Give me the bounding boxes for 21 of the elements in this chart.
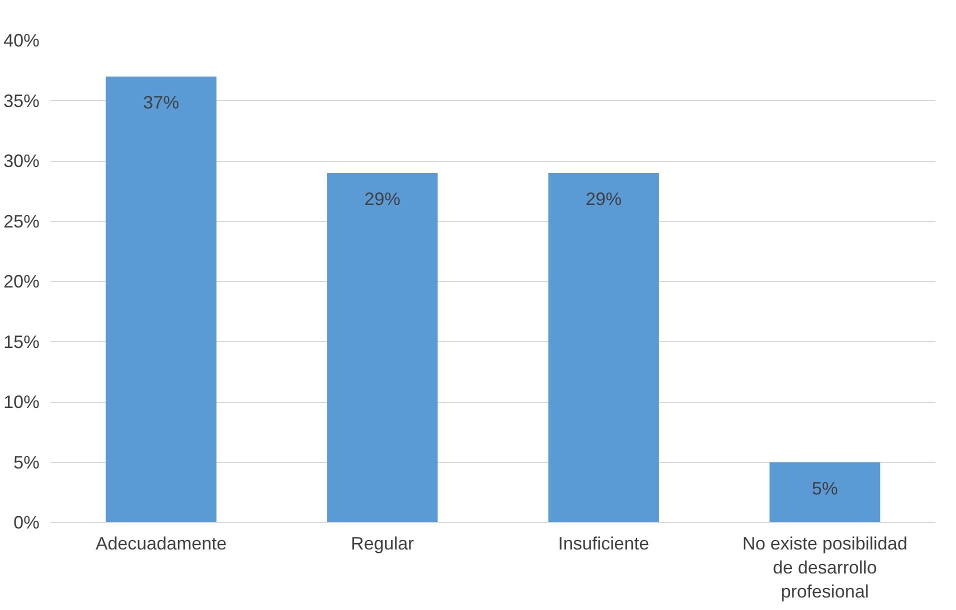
y-tick-label: 10%: [3, 392, 40, 412]
x-tick-label: Regular: [350, 534, 414, 554]
x-tick-label: Adecuadamente: [96, 534, 227, 554]
y-tick-label: 35%: [3, 90, 40, 111]
y-tick-label: 15%: [3, 332, 40, 352]
data-label: 5%: [812, 478, 838, 498]
bar: [548, 173, 659, 522]
y-tick-label: 20%: [3, 272, 40, 292]
data-label: 37%: [143, 92, 180, 113]
y-tick-label: 40%: [3, 30, 40, 50]
x-tick-label: No existe posibilidad de desarrollo profesional: [742, 534, 908, 602]
data-label: 29%: [586, 189, 622, 210]
y-tick-label: 0%: [13, 512, 40, 532]
bar: [770, 462, 880, 522]
bar: [106, 76, 216, 522]
data-label: 29%: [364, 189, 400, 210]
bar: [327, 173, 438, 522]
x-tick-label: Insuficiente: [558, 534, 650, 554]
y-tick-label: 5%: [13, 452, 40, 472]
y-tick-label: 25%: [3, 211, 40, 232]
y-tick-label: 30%: [3, 151, 40, 171]
